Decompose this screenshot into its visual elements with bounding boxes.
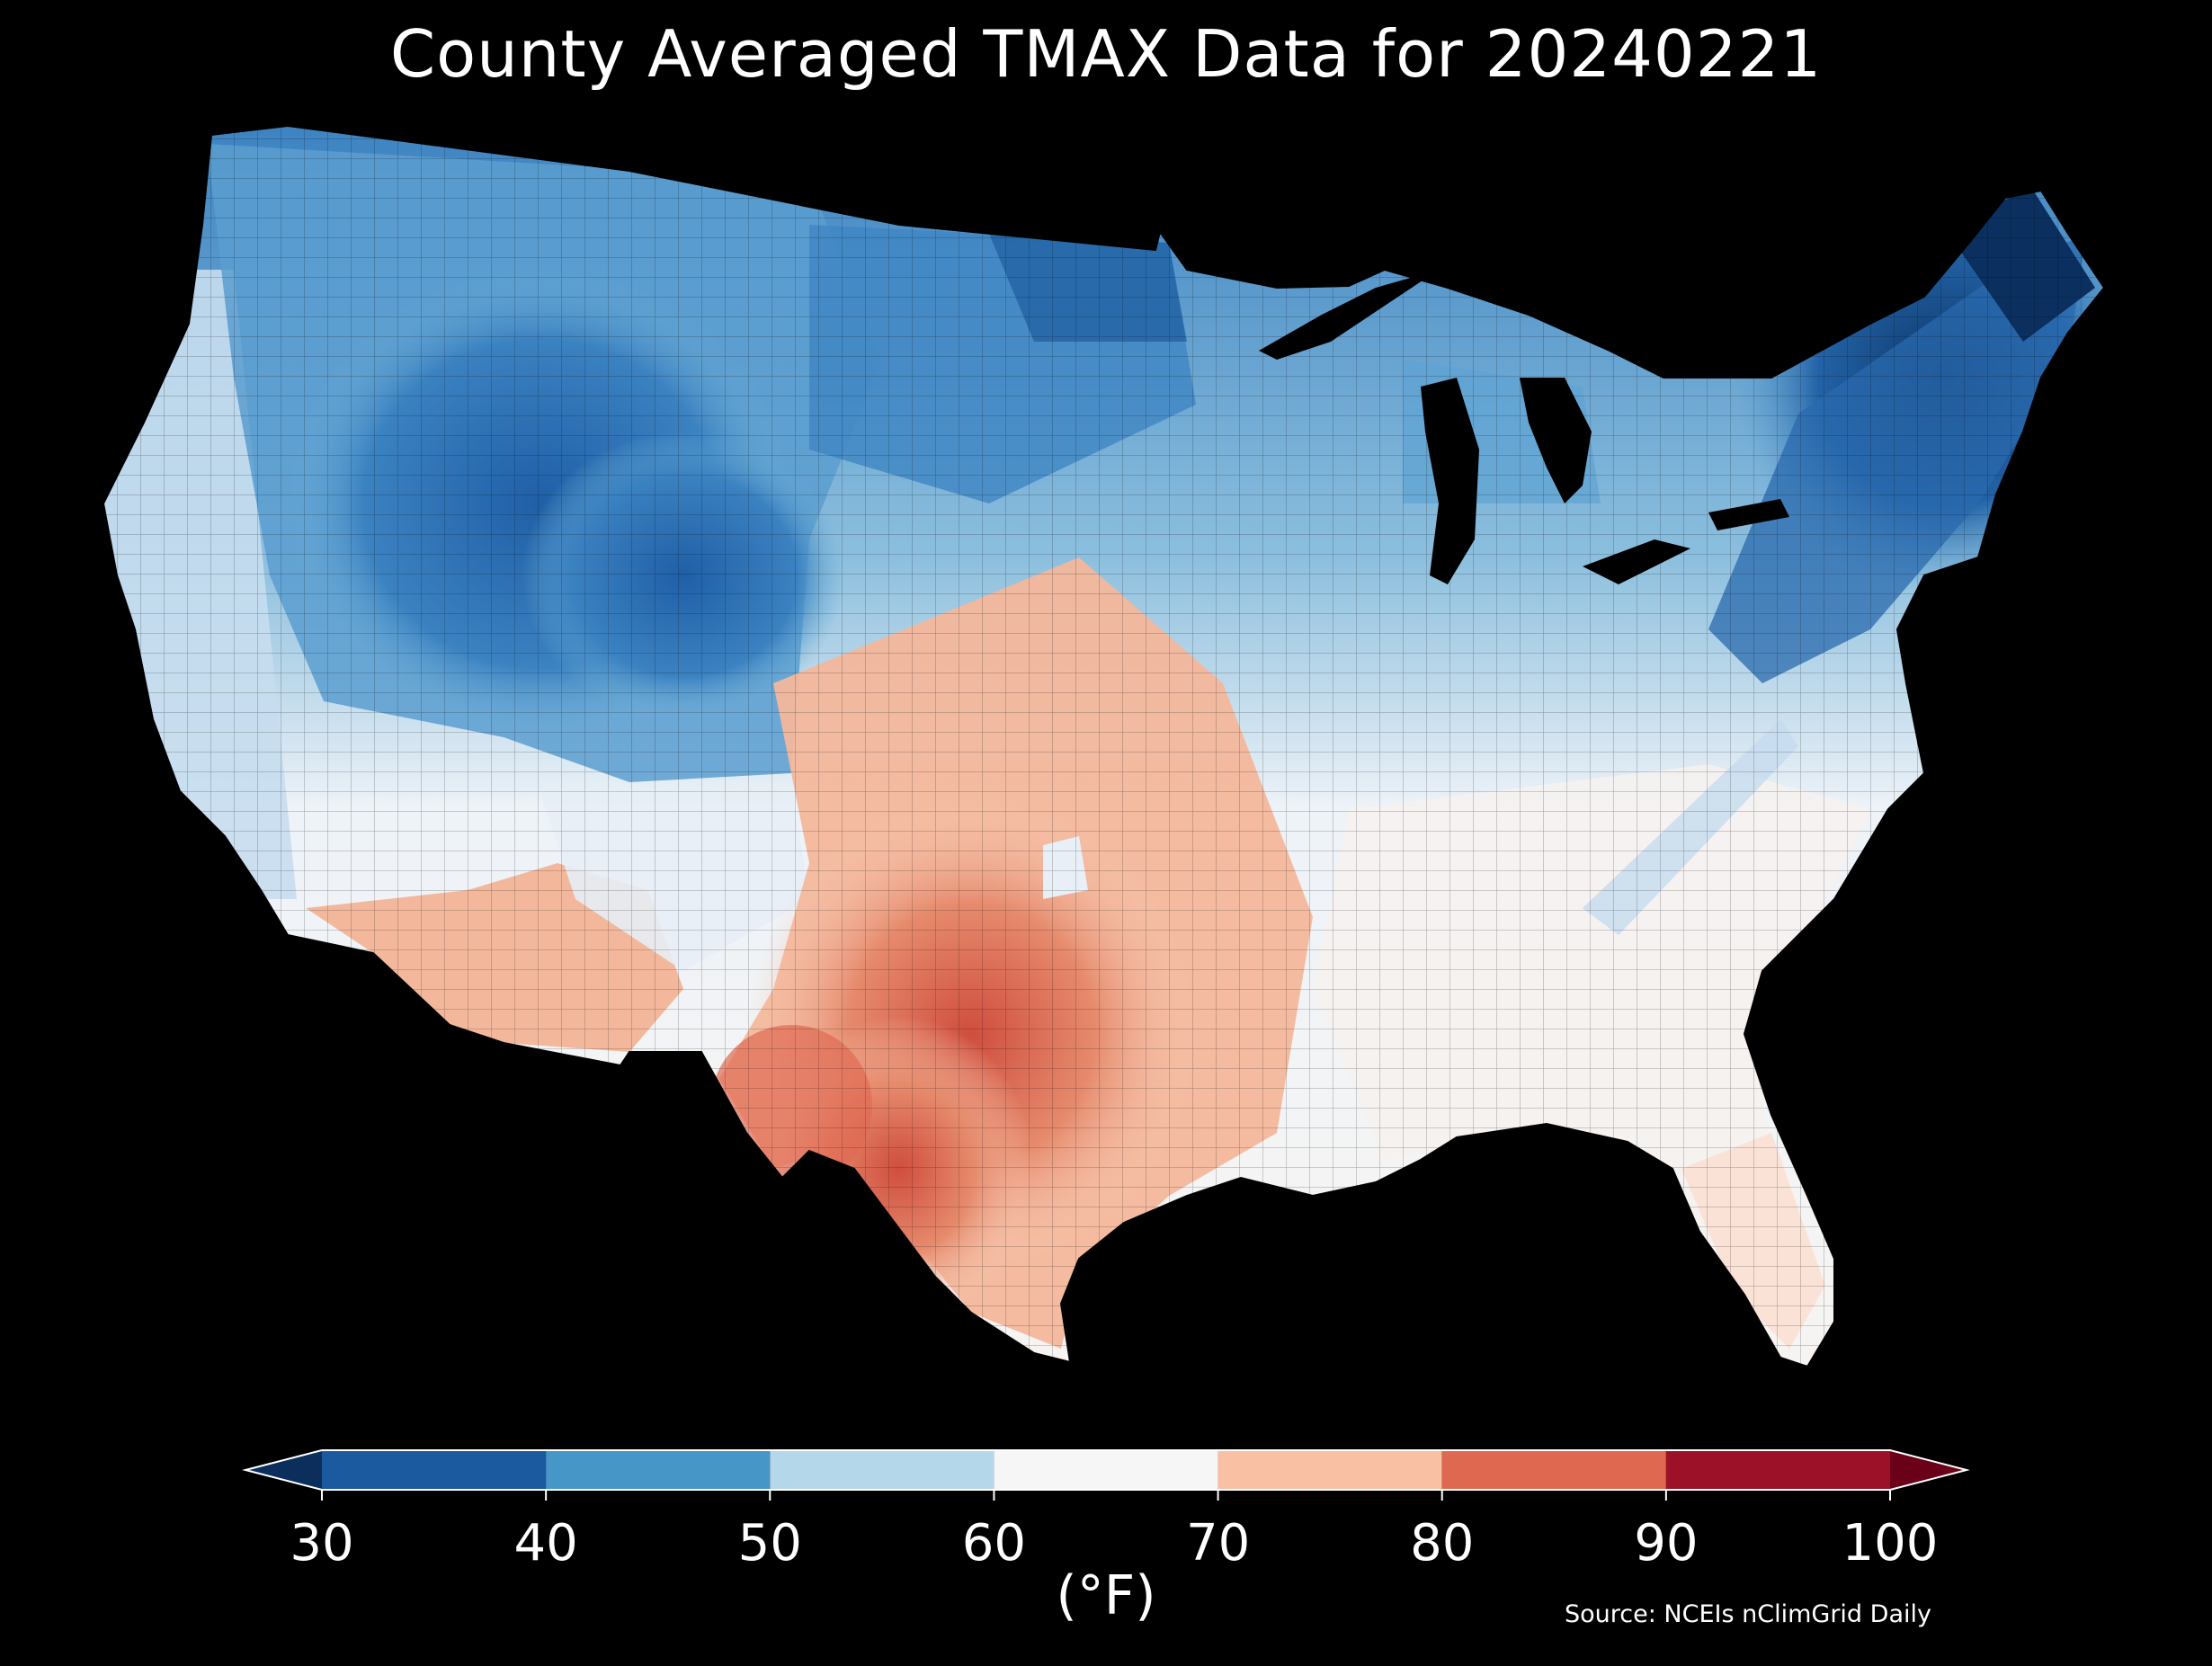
colorbar-bin <box>1217 1450 1442 1490</box>
colorbar-tick-label: 90 <box>1634 1514 1698 1572</box>
colorbar-bin <box>322 1450 547 1490</box>
colorbar-bin <box>770 1450 995 1490</box>
lake-michigan <box>1421 378 1479 584</box>
colorbar-unit-label: (°F) <box>1056 1564 1156 1627</box>
map-title: County Averaged TMAX Data for 20240221 <box>389 16 1823 92</box>
lake-superior <box>1259 270 1439 360</box>
colorbar-bin <box>994 1450 1218 1490</box>
colorbar-bin <box>1665 1450 1890 1490</box>
colorbar-over-arrow <box>1890 1450 1967 1490</box>
lake-erie <box>1583 539 1690 584</box>
colorbar-under-arrow <box>245 1450 322 1490</box>
lake-ontario <box>1708 499 1789 530</box>
colorbar-tick-label: 100 <box>1842 1514 1939 1572</box>
colorbar-tick-label: 40 <box>514 1514 578 1572</box>
colorbar-tick-label: 80 <box>1410 1514 1474 1572</box>
colorbar-tick-label: 50 <box>738 1514 802 1572</box>
lake-huron <box>1520 378 1592 503</box>
colorbar-bin <box>1441 1450 1666 1490</box>
source-credit: Source: NCEIs nClimGrid Daily <box>1565 1600 1931 1628</box>
colorbar-tick-label: 30 <box>290 1514 353 1572</box>
colorbar-tick-label: 60 <box>962 1514 1026 1572</box>
colorbar-tick-label: 70 <box>1186 1514 1250 1572</box>
colorbar-bin <box>546 1450 771 1490</box>
